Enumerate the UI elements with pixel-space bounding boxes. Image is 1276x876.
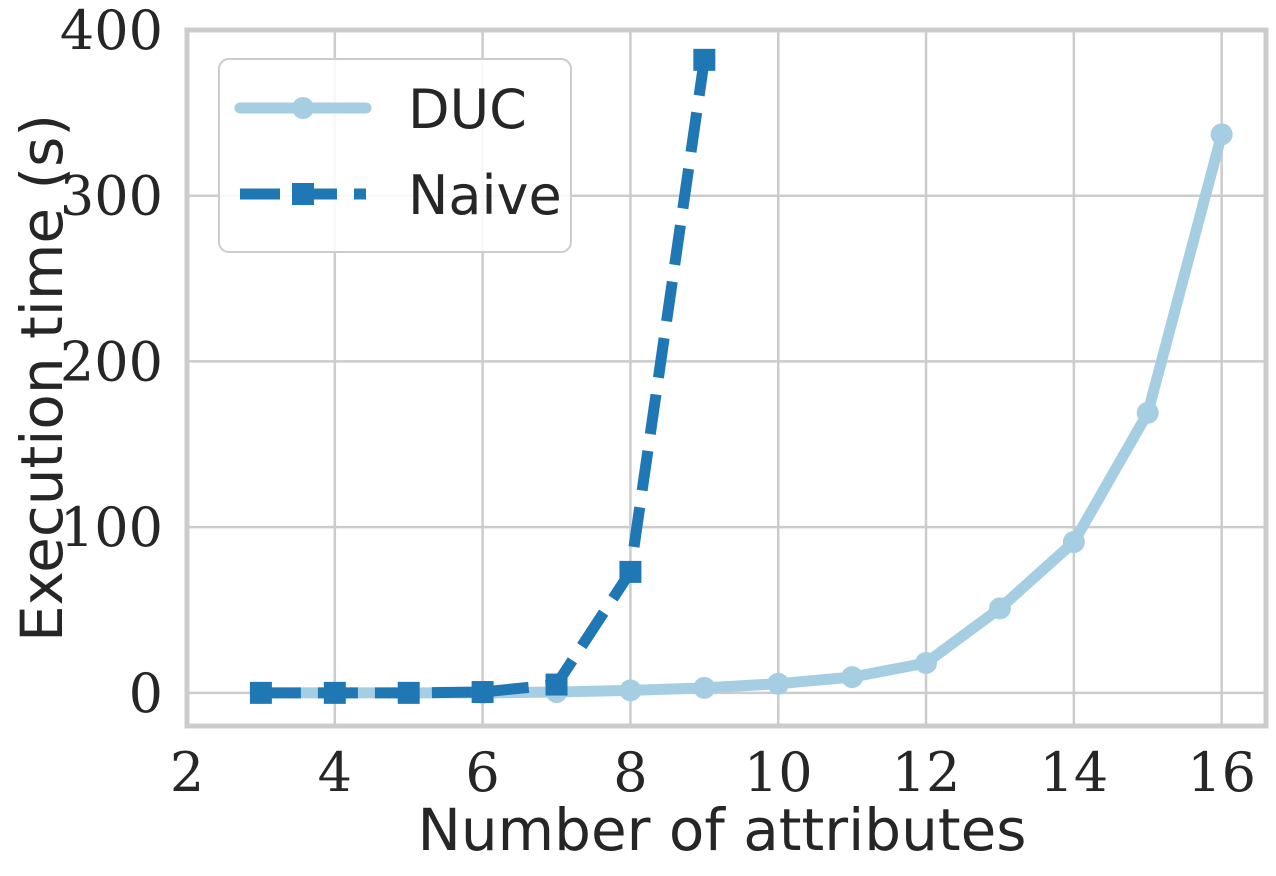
legend-marker-naive <box>292 183 314 205</box>
legend-entry-duc: DUC <box>234 78 527 141</box>
data-point-duc <box>915 652 938 675</box>
plot-series <box>249 48 1233 704</box>
legend: DUC Naive <box>218 58 572 253</box>
x-tick-label: 2 <box>170 741 204 804</box>
data-point-duc <box>767 672 790 695</box>
data-point-naive <box>619 560 642 583</box>
plot-frame <box>184 27 1269 729</box>
y-tick-label: 300 <box>60 165 163 228</box>
data-point-duc <box>1062 531 1085 554</box>
data-point-duc <box>1136 401 1159 424</box>
data-point-naive <box>249 681 272 704</box>
data-point-naive <box>545 673 568 696</box>
legend-entry-naive: Naive <box>240 164 562 227</box>
x-tick-label: 4 <box>318 741 352 804</box>
data-point-naive <box>397 681 420 704</box>
data-point-duc <box>988 597 1011 620</box>
data-point-naive <box>693 48 716 71</box>
legend-marker-duc <box>292 97 314 119</box>
x-tick-label: 6 <box>465 741 499 804</box>
legend-swatch-naive <box>240 183 366 205</box>
x-axis-title: Number of attributes <box>418 796 1027 864</box>
y-axis-title: Execution time (s) <box>8 114 76 642</box>
tick-labels: 2 4 6 8 10 12 14 16 0 100 200 300 400 <box>60 0 1256 804</box>
legend-label-duc: DUC <box>408 78 527 141</box>
x-tick-label: 10 <box>744 741 813 804</box>
data-point-duc <box>693 676 716 699</box>
y-tick-label: 0 <box>129 662 163 725</box>
data-point-naive <box>471 681 494 704</box>
data-point-naive <box>323 681 346 704</box>
data-point-duc <box>1210 123 1233 146</box>
legend-label-naive: Naive <box>408 164 562 227</box>
x-tick-label: 12 <box>892 741 961 804</box>
series-naive <box>249 48 716 704</box>
data-point-duc <box>841 666 864 689</box>
plot-border <box>184 27 1269 729</box>
x-tick-label: 8 <box>613 741 647 804</box>
y-tick-label: 400 <box>60 0 163 62</box>
x-tick-label: 16 <box>1187 741 1256 804</box>
y-tick-label: 200 <box>60 330 163 393</box>
x-tick-label: 14 <box>1039 741 1108 804</box>
data-point-duc <box>619 679 642 702</box>
y-tick-label: 100 <box>60 496 163 559</box>
series-line-duc <box>255 128 1228 699</box>
legend-swatch-duc <box>234 97 372 119</box>
